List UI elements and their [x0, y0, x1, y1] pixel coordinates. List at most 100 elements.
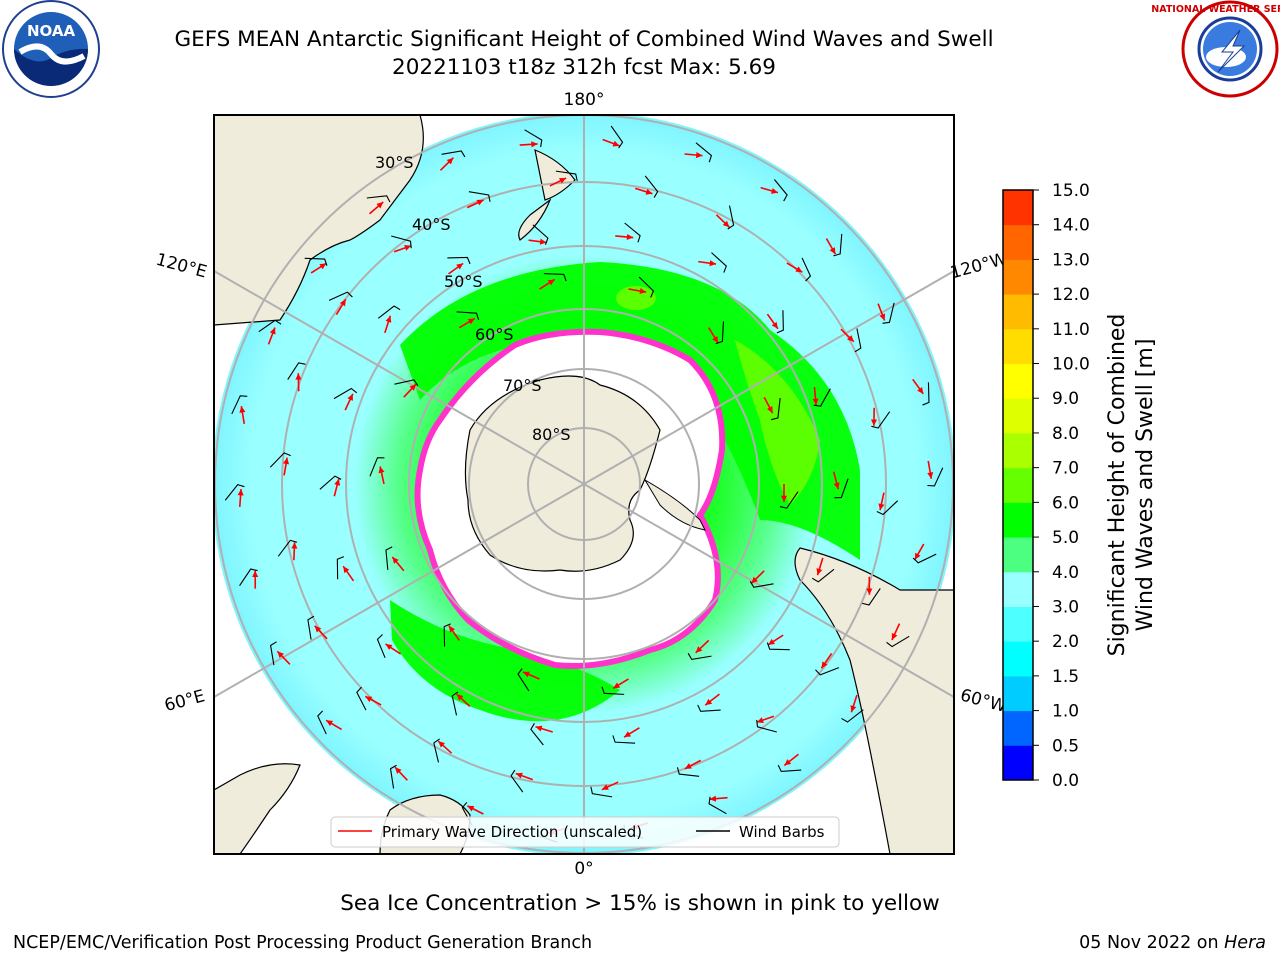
colorbar-tick-label: 1.0 [1052, 702, 1079, 722]
colorbar-segment [1003, 363, 1033, 399]
wave-arrow [291, 542, 298, 561]
wave-arrow [393, 244, 412, 253]
wave-arrow [314, 625, 328, 640]
wind-barb [555, 170, 578, 181]
chart-subtitle: 20221103 t18z 312h fcst Max: 5.69 [392, 55, 776, 80]
continents [214, 115, 954, 854]
wind-barb [468, 191, 491, 202]
wind-barb [377, 305, 401, 319]
map-plot-area [214, 115, 954, 854]
wave-arrow [310, 262, 327, 274]
wave-arrow [783, 753, 799, 767]
wave-arrow [840, 328, 855, 343]
wind-barb [391, 235, 412, 249]
wind-barb [833, 233, 843, 257]
colorbar-tick-label: 9.0 [1052, 389, 1079, 409]
wave-arrow [750, 570, 765, 584]
wave-arrow [816, 557, 824, 576]
noaa-logo-icon: NOAA [2, 0, 100, 98]
wave-arrow [634, 187, 653, 195]
lon-label-0: 0° [574, 859, 593, 879]
wave-arrow [391, 556, 405, 572]
footer-machine: Hera [1224, 933, 1266, 953]
graticule [214, 115, 954, 854]
wave-arrow [535, 725, 553, 733]
colorbar-tick-label: 13.0 [1052, 250, 1090, 270]
wave-arrow [325, 719, 342, 731]
wave-arrow [333, 478, 341, 497]
wave-arrow [684, 759, 702, 770]
wave-arrow [335, 298, 347, 316]
lat-label-40s: 40°S [412, 215, 451, 234]
wind-barb [369, 457, 385, 477]
wind-barb [862, 588, 881, 606]
wind-barb [927, 467, 944, 487]
wind-barb [366, 195, 391, 203]
wind-barb [756, 719, 777, 733]
wave-arrow [267, 327, 276, 345]
wind-barb [269, 452, 291, 468]
wave-arrow [623, 727, 640, 738]
colorbar-segment [1003, 294, 1033, 330]
wind-barb [376, 634, 386, 659]
colorbar-segment [1003, 571, 1033, 607]
wind-barb [854, 328, 862, 353]
wave-arrow [912, 378, 924, 395]
wind-barb [517, 668, 530, 692]
colorbar-tick-label: 15.0 [1052, 181, 1090, 201]
colorbar-segment [1003, 502, 1033, 538]
map-frame [213, 114, 955, 855]
colorbar-tick-label: 14.0 [1052, 216, 1090, 236]
wave-arrow [866, 576, 873, 595]
wave-arrow [439, 157, 454, 171]
wave-arrow [448, 625, 460, 641]
wind-barb [356, 686, 367, 711]
wind-barb [447, 256, 471, 265]
colorbar-tick-label: 4.0 [1052, 563, 1079, 583]
wave-arrow [466, 199, 484, 209]
wind-barb [813, 388, 831, 407]
wave-arrow [767, 634, 784, 646]
map-legend: Primary Wave Direction (unscaled) Wind B… [330, 816, 840, 848]
wave-arrow [756, 715, 775, 724]
wave-arrow [914, 543, 925, 561]
wind-barb [441, 150, 466, 158]
wind-barb [610, 125, 624, 149]
wind-barb [532, 224, 549, 245]
colorbar: 0.0 0.5 1.0 1.5 2.0 3.0 4.0 5.0 6.0 7.0 8.0 9.0 10.0… [1002, 181, 1090, 791]
wind-barb [543, 273, 567, 282]
wind-barb [612, 735, 636, 744]
wave-arrow [684, 152, 703, 159]
wave-arrow [877, 303, 886, 321]
wind-barb [394, 379, 419, 386]
wave-arrow [763, 396, 774, 414]
colorbar-frame [1002, 189, 1034, 781]
lat-label-70s: 70°S [503, 376, 542, 395]
wind-barb [727, 205, 735, 230]
wind-barb [676, 767, 700, 777]
colorbar-tick-label: 0.5 [1052, 736, 1079, 756]
svg-text:NATIONAL WEATHER SERVICE: NATIONAL WEATHER SERVICE [1151, 4, 1280, 15]
wind-barb [912, 553, 937, 564]
wave-arrow [615, 233, 634, 241]
svg-text:NOAA: NOAA [27, 22, 76, 40]
wind-barb [834, 478, 849, 499]
wind-barb [258, 319, 282, 333]
colorbar-tick-label: 2.0 [1052, 632, 1079, 652]
wind-barb [389, 764, 397, 789]
wave-arrow [695, 639, 710, 654]
colorbar-segment [1003, 675, 1033, 712]
wave-arrow [612, 678, 629, 690]
wind-barb [644, 175, 659, 198]
wave-arrow [891, 623, 901, 641]
wave-arrow [878, 492, 885, 511]
wave-arrow [519, 141, 538, 148]
colorbar-segment [1003, 641, 1033, 677]
wind-barb [624, 222, 641, 243]
wind-barb [336, 556, 345, 580]
wind-barb [876, 500, 899, 516]
wind-barb [224, 483, 245, 501]
wind-barb [811, 568, 835, 583]
wind-barb [715, 321, 724, 345]
wind-barb [319, 475, 342, 490]
